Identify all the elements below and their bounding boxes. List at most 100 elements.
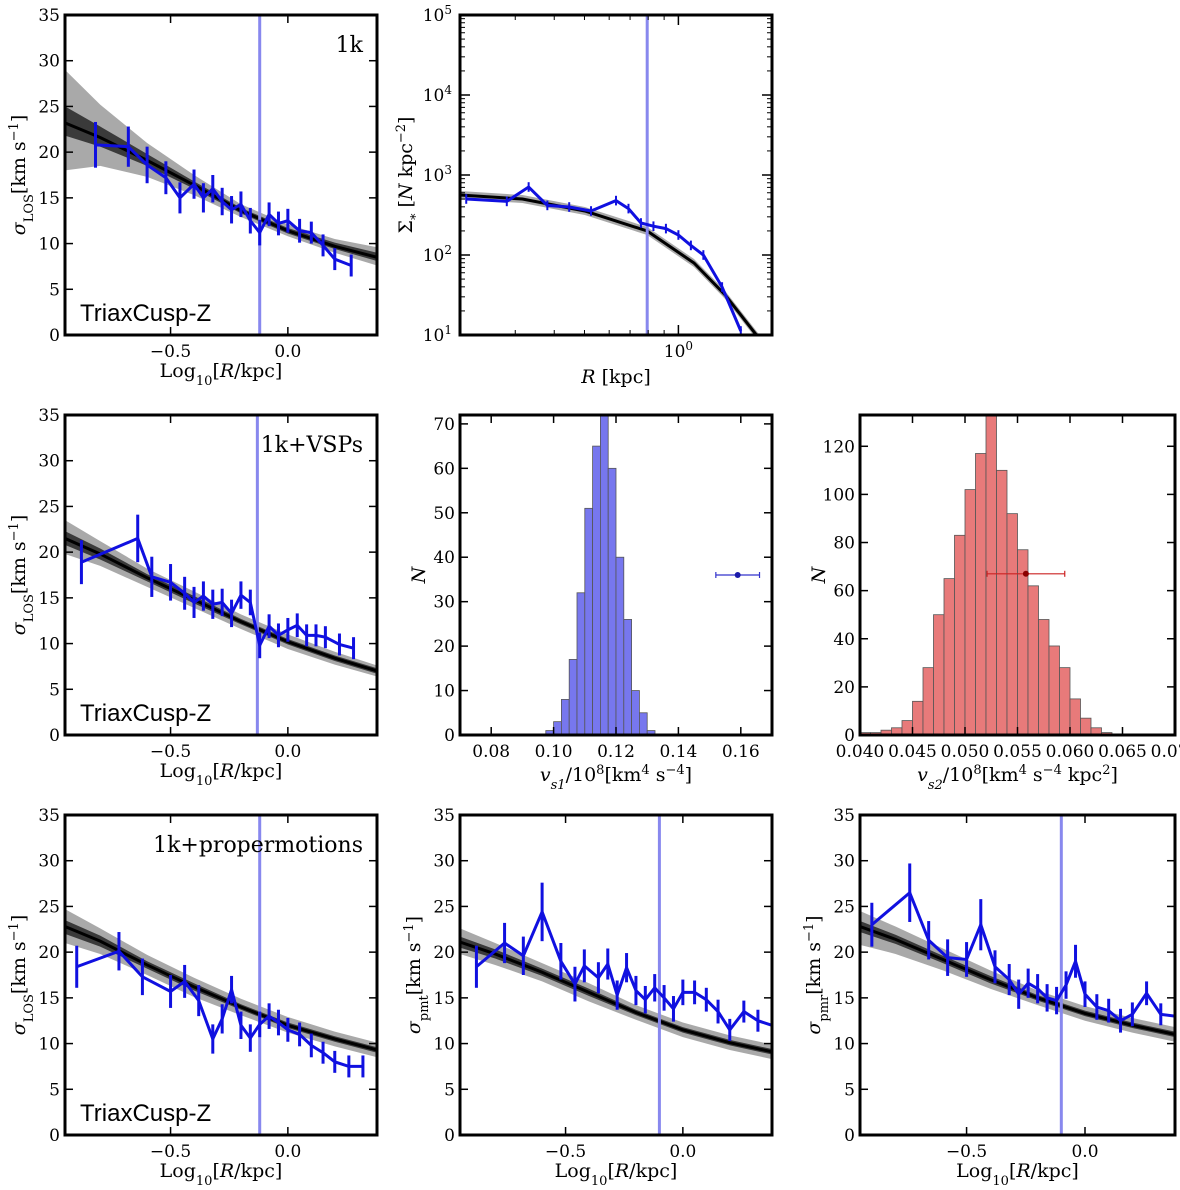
histogram-bar bbox=[584, 507, 593, 735]
x-tick-label: 100 bbox=[664, 339, 693, 362]
x-tick-label: −0.5 bbox=[946, 1142, 987, 1162]
inner-band bbox=[460, 936, 772, 1055]
histogram-bar bbox=[1059, 667, 1071, 735]
model-median-line bbox=[460, 940, 772, 1054]
y-tick-label: 60 bbox=[433, 459, 455, 479]
y-tick-label: 15 bbox=[433, 989, 455, 1009]
y-tick-label: 5 bbox=[444, 1080, 455, 1100]
x-tick-label: 0.055 bbox=[993, 742, 1042, 762]
y-tick-label: 5 bbox=[49, 280, 60, 300]
x-tick-label: 0.070 bbox=[1151, 742, 1180, 762]
axes-frame bbox=[458, 813, 774, 1137]
histogram-bar bbox=[607, 467, 617, 735]
y-tick-label: 15 bbox=[38, 189, 60, 209]
panel-p5: 0 20 40 60 80 100 120 0.040 0.045 0.050 0.055 0.060… bbox=[808, 413, 1180, 793]
y-tick-label: 20 bbox=[833, 678, 855, 698]
x-tick-label: 0.050 bbox=[941, 742, 990, 762]
y-tick-label: 0 bbox=[49, 326, 60, 346]
histogram-bar bbox=[1006, 513, 1018, 735]
y-tick-label: 30 bbox=[433, 852, 455, 872]
histogram-bar bbox=[576, 592, 586, 735]
y-tick-label: 25 bbox=[38, 897, 60, 917]
model-label: TriaxCusp-Z bbox=[80, 700, 211, 727]
histogram-bar bbox=[933, 614, 945, 735]
model-median-line bbox=[65, 537, 377, 673]
histogram-bar bbox=[600, 415, 609, 735]
inner-band bbox=[65, 531, 377, 674]
histogram-bar bbox=[901, 720, 913, 735]
panel-label: 1k+propermotions bbox=[153, 833, 363, 858]
y-tick-label: 120 bbox=[823, 437, 855, 457]
histogram-bar bbox=[1017, 549, 1029, 735]
y-tick-label: 35 bbox=[38, 406, 60, 426]
x-axis-label: R [kpc] bbox=[580, 366, 651, 388]
histogram-bar bbox=[1038, 619, 1050, 735]
y-tick-label: 5 bbox=[49, 1080, 60, 1100]
x-tick-label: 0.065 bbox=[1098, 742, 1147, 762]
x-tick-label: −0.5 bbox=[150, 742, 191, 762]
histogram-bar bbox=[1069, 698, 1081, 735]
panel-p2: 101 102 103 104 105 100 R [kpc] Σ* [N kpc−2] bbox=[394, 3, 774, 388]
y-axis-label: N bbox=[808, 565, 830, 584]
x-tick-label: 0.040 bbox=[836, 742, 885, 762]
x-tick-label: 0.0 bbox=[274, 342, 301, 362]
x-tick-label: 0.0 bbox=[669, 1142, 696, 1162]
x-axis-label: vs2/108[km4 s−4 kpc2] bbox=[917, 763, 1118, 793]
histogram-bar bbox=[639, 712, 648, 735]
y-tick-label: 20 bbox=[433, 943, 455, 963]
panel-p4: 0 10 20 30 40 50 60 70 0.08 0.10 0.12 0.14 0.16 Nvs1/… bbox=[408, 413, 774, 793]
histogram-bar bbox=[943, 578, 955, 735]
y-tick-label: 70 bbox=[433, 415, 455, 435]
y-tick-label: 10 bbox=[833, 1035, 855, 1055]
y-axis-label: σpmr[km s−1] bbox=[802, 915, 832, 1034]
model-median-line bbox=[65, 925, 377, 1052]
histogram-bar bbox=[964, 489, 976, 735]
y-tick-label: 104 bbox=[423, 83, 453, 106]
y-tick-label: 35 bbox=[38, 6, 60, 26]
histogram-bar bbox=[631, 690, 640, 735]
x-tick-label: 0.060 bbox=[1046, 742, 1095, 762]
x-axis-label: Log10[R/kpc] bbox=[956, 1160, 1079, 1189]
y-tick-label: 30 bbox=[38, 852, 60, 872]
y-tick-label: 102 bbox=[423, 243, 452, 266]
axes-frame bbox=[858, 813, 1177, 1137]
axes-frame bbox=[63, 413, 379, 737]
inner-band bbox=[860, 921, 1175, 1038]
y-tick-label: 10 bbox=[433, 682, 455, 702]
y-tick-label: 80 bbox=[833, 534, 855, 554]
histogram-bar bbox=[592, 445, 601, 735]
y-tick-label: 35 bbox=[433, 806, 455, 826]
true-value-point bbox=[734, 572, 741, 578]
y-tick-label: 100 bbox=[823, 485, 855, 505]
axes-frame bbox=[63, 13, 379, 337]
outer-band bbox=[65, 69, 377, 266]
histogram-bar bbox=[1048, 645, 1060, 735]
x-tick-label: −0.5 bbox=[545, 1142, 586, 1162]
model-label: TriaxCusp-Z bbox=[80, 300, 211, 327]
y-tick-label: 40 bbox=[433, 548, 455, 568]
x-axis-label: Log10[R/kpc] bbox=[160, 760, 283, 789]
y-axis-label: σpmt[km s−1] bbox=[402, 916, 432, 1034]
y-tick-label: 30 bbox=[38, 452, 60, 472]
y-tick-label: 0 bbox=[49, 726, 60, 746]
histogram-bar bbox=[1027, 585, 1039, 735]
y-tick-label: 20 bbox=[38, 543, 60, 563]
y-axis-label: σLOS[km s−1] bbox=[7, 115, 37, 236]
y-axis-label: N bbox=[408, 565, 430, 584]
y-tick-label: 101 bbox=[423, 323, 452, 346]
histogram-bar bbox=[996, 469, 1008, 735]
histogram-bar bbox=[553, 721, 562, 735]
y-tick-label: 25 bbox=[433, 897, 455, 917]
model-label: TriaxCusp-Z bbox=[80, 1100, 211, 1127]
histogram-bar bbox=[975, 453, 987, 735]
axes-frame bbox=[63, 813, 379, 1137]
x-tick-label: 0.045 bbox=[888, 742, 937, 762]
y-tick-label: 30 bbox=[833, 852, 855, 872]
x-tick-label: 0.10 bbox=[535, 742, 573, 762]
y-tick-label: 25 bbox=[833, 897, 855, 917]
